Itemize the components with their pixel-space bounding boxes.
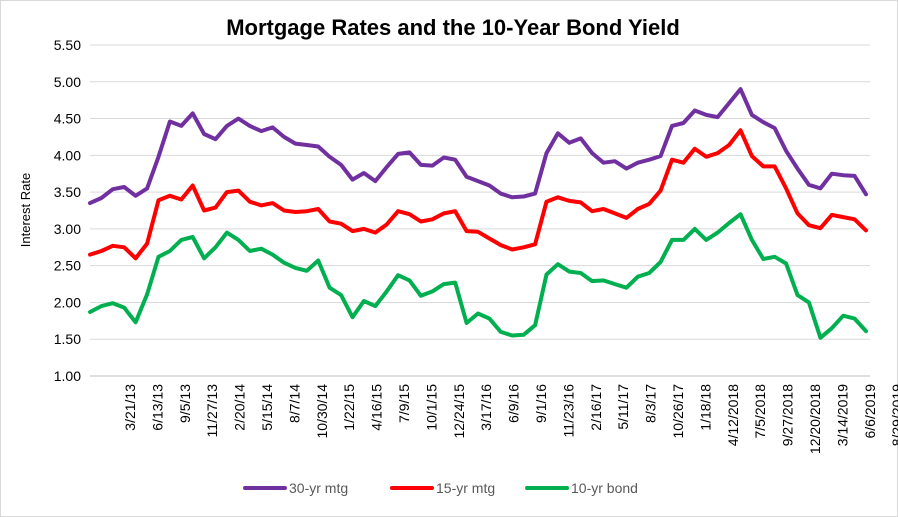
legend-label: 30-yr mtg (289, 480, 348, 496)
series-line-3 (88, 212, 868, 340)
x-tick-label: 1/18/18 (697, 384, 713, 431)
y-axis-title: Interest Rate (18, 173, 33, 247)
series-line-1 (88, 87, 868, 206)
x-tick-label: 6/6/2019 (862, 384, 878, 439)
x-tick-label: 11/23/16 (560, 384, 576, 438)
grid-layer (90, 44, 870, 340)
x-tick-label: 7/9/15 (396, 384, 412, 423)
legend: 30-yr mtg 15-yr mtg 10-yr bond (243, 480, 638, 496)
x-tick-label: 5/15/14 (259, 384, 275, 431)
y-tick-label: 2.00 (54, 294, 81, 310)
x-tick-label: 2/16/17 (588, 384, 604, 431)
x-tick-label: 6/13/13 (149, 384, 165, 431)
x-tick-label: 10/26/17 (670, 384, 686, 439)
x-tick-label: 3/21/13 (122, 384, 138, 431)
legend-label: 15-yr mtg (436, 480, 495, 496)
x-tick-label: 3/17/16 (478, 384, 494, 431)
axis-layer: 1.00 1.50 2.00 2.50 3.00 3.50 4.00 4.50 5.00 5.50… (54, 37, 898, 454)
chart-title: Mortgage Rates and the 10-Year Bond Yiel… (226, 15, 680, 40)
y-tick-label: 2.50 (54, 258, 81, 274)
x-tick-label: 12/24/15 (451, 384, 467, 439)
x-tick-label: 5/11/17 (615, 384, 631, 430)
y-tick-label: 1.00 (54, 368, 81, 384)
y-tick-label: 1.50 (54, 331, 81, 347)
x-tick-label: 8/7/14 (286, 384, 302, 423)
x-tick-label: 4/12/2018 (725, 384, 741, 446)
x-tick-label: 4/16/15 (369, 384, 385, 431)
x-tick-label: 3/14/2019 (834, 384, 850, 446)
x-tick-label: 10/1/15 (423, 384, 439, 431)
y-tick-label: 4.50 (54, 111, 81, 127)
y-tick-label: 3.50 (54, 184, 81, 200)
series-layer (88, 87, 868, 340)
x-tick-label: 12/20/2018 (807, 384, 823, 454)
x-tick-label: 11/27/13 (204, 384, 220, 438)
x-tick-label: 9/1/16 (533, 384, 549, 423)
x-tick-label: 7/5/2018 (752, 384, 768, 439)
x-tick-label: 8/3/17 (643, 384, 659, 423)
x-tick-label: 9/27/2018 (780, 384, 796, 446)
y-tick-label: 4.00 (54, 147, 81, 163)
y-tick-label: 3.00 (54, 221, 81, 237)
y-tick-label: 5.00 (54, 74, 81, 90)
x-tick-label: 2/20/14 (232, 384, 248, 431)
x-tick-label: 1/22/15 (341, 384, 357, 431)
series-line-2 (88, 128, 868, 261)
x-tick-label: 6/9/16 (506, 384, 522, 423)
x-tick-label: 10/30/14 (314, 384, 330, 439)
legend-label: 10-yr bond (571, 480, 638, 496)
x-tick-label: 8/29/2019 (889, 384, 898, 446)
x-tick-label: 9/5/13 (177, 384, 193, 423)
y-tick-label: 5.50 (54, 37, 81, 53)
